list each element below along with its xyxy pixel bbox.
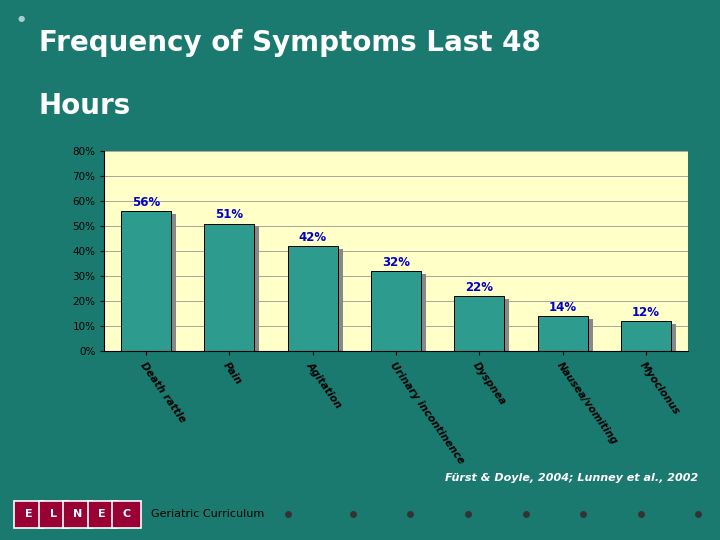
- FancyBboxPatch shape: [112, 501, 141, 528]
- Bar: [210, 226, 259, 354]
- Bar: [376, 274, 426, 354]
- Bar: [288, 246, 338, 351]
- Text: 14%: 14%: [549, 301, 577, 314]
- Bar: [371, 271, 421, 351]
- FancyBboxPatch shape: [63, 501, 92, 528]
- Bar: [454, 296, 504, 351]
- Text: L: L: [50, 509, 57, 519]
- Text: Hours: Hours: [39, 92, 131, 120]
- Text: 56%: 56%: [132, 195, 160, 208]
- Text: 51%: 51%: [215, 208, 243, 221]
- Bar: [126, 214, 176, 354]
- Text: N: N: [73, 509, 82, 519]
- Text: 42%: 42%: [299, 231, 327, 244]
- Text: Fürst & Doyle, 2004; Lunney et al., 2002: Fürst & Doyle, 2004; Lunney et al., 2002: [445, 473, 698, 483]
- Text: ●: ●: [18, 14, 25, 23]
- Text: E: E: [25, 509, 32, 519]
- Bar: [293, 248, 343, 354]
- Text: C: C: [122, 509, 131, 519]
- Bar: [621, 321, 671, 351]
- FancyBboxPatch shape: [88, 501, 117, 528]
- Bar: [121, 211, 171, 351]
- Text: Geriatric Curriculum: Geriatric Curriculum: [151, 509, 264, 519]
- FancyBboxPatch shape: [14, 501, 43, 528]
- FancyBboxPatch shape: [39, 501, 68, 528]
- Text: Frequency of Symptoms Last 48: Frequency of Symptoms Last 48: [39, 29, 541, 57]
- Bar: [204, 224, 254, 351]
- Bar: [543, 319, 593, 354]
- Text: E: E: [99, 509, 106, 519]
- Bar: [626, 323, 676, 354]
- Text: 12%: 12%: [632, 306, 660, 319]
- Text: 22%: 22%: [465, 281, 493, 294]
- Bar: [459, 299, 509, 354]
- Bar: [538, 316, 588, 351]
- Text: 32%: 32%: [382, 255, 410, 268]
